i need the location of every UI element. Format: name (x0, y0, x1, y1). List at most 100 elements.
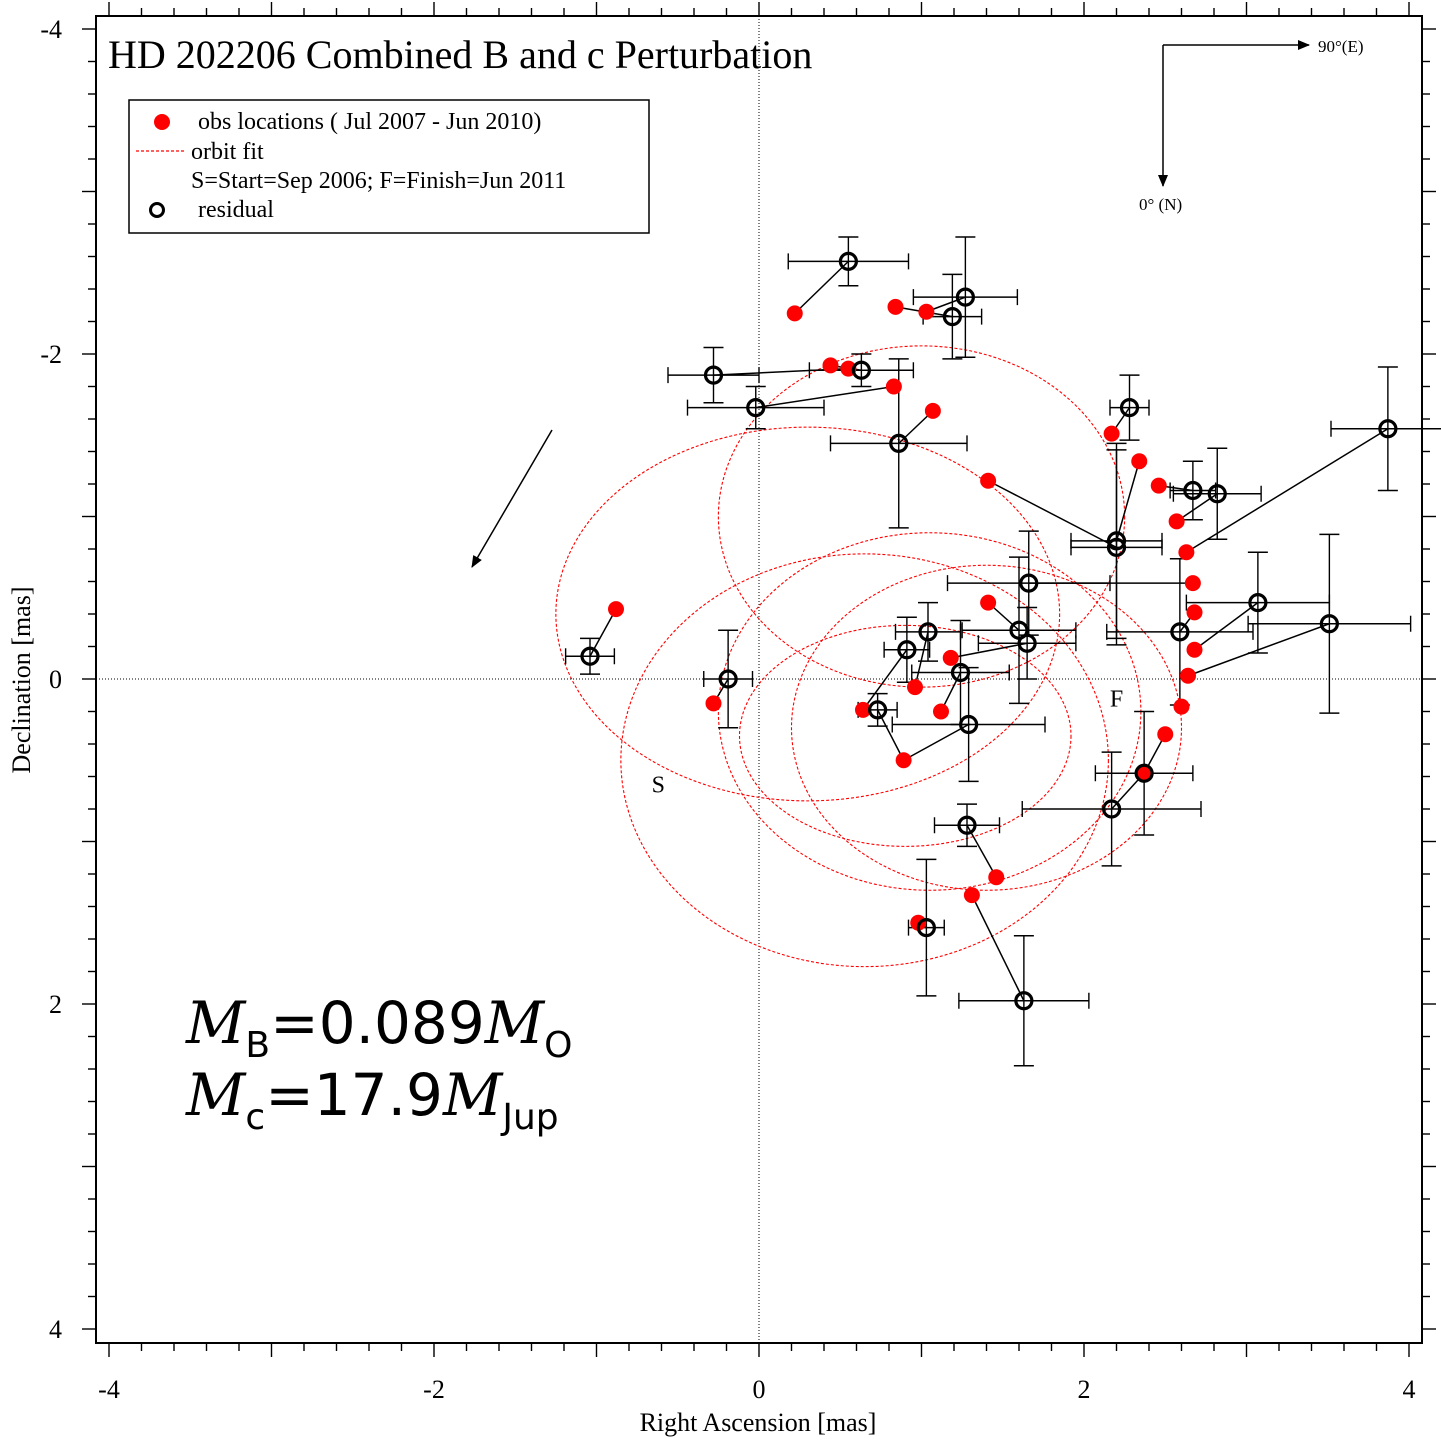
mass-c-unit-symbol: M (442, 1061, 504, 1129)
residual-connector (903, 723, 969, 761)
finish-marker-label: F (1110, 687, 1123, 713)
residual-point (851, 360, 871, 380)
y-tick-label: 4 (49, 1315, 62, 1344)
residual-point (1319, 614, 1339, 634)
obs-point (1150, 477, 1167, 494)
obs-point (1184, 575, 1201, 592)
residual-point (718, 669, 738, 689)
residual-point (1106, 531, 1127, 551)
legend-obs-label: obs locations ( Jul 2007 - Jun 2010) (198, 109, 541, 135)
residual-point (1019, 573, 1039, 593)
residual-error-bars (564, 236, 1441, 1067)
obs-point (980, 472, 997, 489)
residual-point (1378, 419, 1398, 439)
residual-point (916, 918, 936, 938)
obs-point (822, 357, 839, 374)
obs-point (942, 649, 959, 666)
obs-point (1131, 453, 1148, 470)
y-tick-label: -2 (40, 340, 62, 369)
mass-c-annotation: Mc=17.9MJup (185, 1061, 559, 1138)
residual-point (1119, 398, 1140, 418)
residual-point (838, 251, 858, 271)
mass-b-unit-symbol: M (484, 989, 546, 1057)
legend-start-finish-label: S=Start=Sep 2006; F=Finish=Jun 2011 (191, 168, 566, 194)
residual-point (746, 398, 766, 418)
orbit-fit-curve (790, 564, 1183, 891)
mass-b-annotation: MB=0.089MO (185, 989, 572, 1066)
legend-residual-marker (149, 202, 165, 218)
x-axis-label: Right Ascension [mas] (640, 1408, 877, 1437)
compass-north-label: 0° (N) (1139, 195, 1182, 214)
obs-point (786, 305, 803, 322)
legend-residual-label: residual (198, 197, 274, 223)
mass-c-unit-subscript: Jup (500, 1097, 558, 1138)
obs-point (705, 695, 722, 712)
mass-b-symbol: M (185, 989, 247, 1057)
residual-connector (862, 649, 908, 711)
orbit-fit-curve (717, 532, 1142, 891)
residual-connector (987, 480, 1117, 549)
residual-point (580, 646, 600, 666)
residual-point (1014, 991, 1034, 1011)
residual-connector (755, 385, 894, 409)
residual-point (889, 433, 909, 453)
obs-point (963, 887, 980, 904)
residual-connectors (589, 260, 1389, 1002)
obs-point (924, 402, 941, 419)
residual-point (957, 815, 977, 835)
mass-b-value: =0.089 (270, 989, 485, 1057)
obs-point (1103, 425, 1120, 442)
residual-point (1017, 633, 1037, 653)
residual-connector (1115, 461, 1140, 542)
x-tick-label: 0 (753, 1375, 766, 1404)
residual-point (918, 622, 938, 642)
obs-point (1186, 641, 1203, 658)
legend: obs locations ( Jul 2007 - Jun 2010) orb… (128, 99, 650, 234)
obs-point (1157, 726, 1174, 743)
residual-point (1248, 593, 1268, 613)
obs-point (933, 703, 949, 720)
obs-point (1173, 698, 1190, 715)
obs-points (608, 298, 1203, 931)
orbit-fit-curve (717, 345, 1126, 688)
mass-b-unit-subscript: O (544, 1025, 572, 1066)
residual-point (942, 307, 962, 327)
residual-point (868, 700, 888, 720)
residual-point (959, 714, 979, 735)
mass-b-subscript: B (245, 1025, 270, 1066)
residual-point (1207, 484, 1227, 504)
residual-point (897, 640, 917, 660)
residual-point (1102, 799, 1122, 819)
x-tick-label: -2 (423, 1375, 445, 1404)
obs-point (988, 869, 1005, 886)
obs-point (907, 679, 923, 696)
x-tick-label: -4 (98, 1375, 120, 1404)
obs-point (608, 601, 624, 618)
axes: -4 -2 0 2 4 -4 -2 0 2 4 (40, 2, 1436, 1404)
orbit-fit-curves (555, 345, 1183, 968)
y-tick-label: -4 (40, 15, 62, 44)
legend-orbit-label: orbit fit (191, 139, 264, 165)
orbit-fit-curve (620, 553, 1109, 968)
residual-connector (1194, 602, 1259, 651)
chart-title: HD 202206 Combined B and c Perturbation (108, 32, 812, 77)
residual-connector (971, 894, 1025, 1002)
obs-point (887, 298, 904, 315)
obs-point (1186, 604, 1203, 621)
obs-point (1168, 513, 1185, 530)
obs-point (895, 752, 912, 769)
obs-point (1180, 667, 1196, 684)
x-tick-label: 4 (1403, 1375, 1416, 1404)
residual-connector (1185, 428, 1389, 553)
residual-point (703, 365, 724, 385)
residual-point (1106, 537, 1127, 557)
residual-connector (966, 824, 997, 878)
mass-c-subscript: c (245, 1097, 265, 1138)
residual-point (1134, 763, 1154, 783)
orbit-fit-curve (738, 624, 1072, 847)
residual-point (1183, 480, 1203, 501)
mass-c-symbol: M (185, 1061, 247, 1129)
x-tick-label: 2 (1078, 1375, 1091, 1404)
y-axis-label: Declination [mas] (7, 587, 36, 774)
